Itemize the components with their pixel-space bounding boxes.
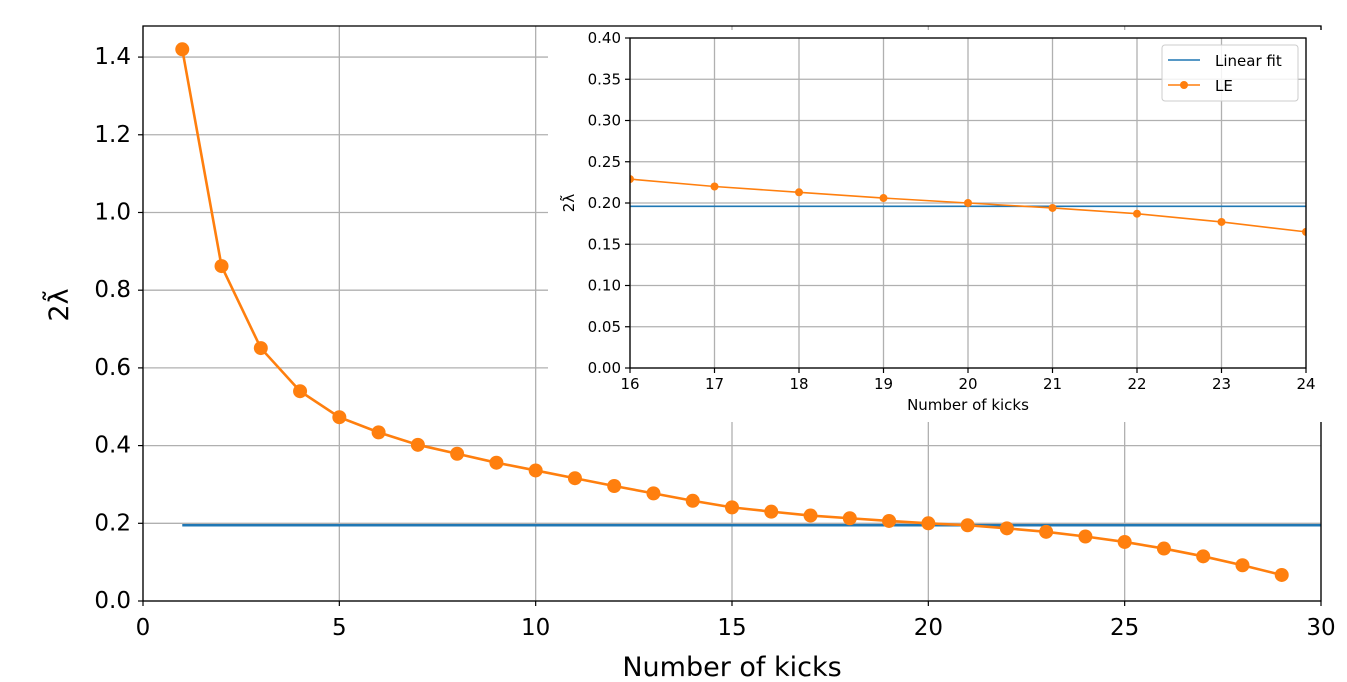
legend-le-marker xyxy=(1180,81,1188,89)
main-le-point xyxy=(685,493,700,508)
main-le-point xyxy=(999,521,1014,536)
main-x-axis-label: Number of kicks xyxy=(622,652,841,682)
main-le-point xyxy=(293,384,308,399)
main-le-point xyxy=(725,500,739,515)
main-le-point xyxy=(253,341,268,356)
main-le-point xyxy=(1235,558,1250,573)
inset-x-tick-label: 20 xyxy=(958,375,977,393)
main-le-point xyxy=(1039,524,1054,539)
main-le-point xyxy=(332,410,347,425)
inset-x-tick-label: 21 xyxy=(1043,375,1062,393)
main-le-point xyxy=(1117,534,1132,549)
inset-chart: 16 17 18 19 20 21 22 23 24 0.000.050.100.150.200… xyxy=(548,29,1328,422)
inset-x-ticks: 16 17 18 19 20 21 22 23 24 xyxy=(620,368,1316,393)
main-le-point xyxy=(489,455,504,470)
inset-le-point xyxy=(795,188,803,197)
inset-x-axis-label: Number of kicks xyxy=(907,396,1029,414)
legend-linear-fit-label: Linear fit xyxy=(1215,52,1282,70)
main-y-tick-label: 0.6 xyxy=(94,355,131,381)
inset-x-tick-label: 24 xyxy=(1296,375,1315,393)
main-le-point xyxy=(764,504,779,519)
legend-box xyxy=(1161,44,1299,102)
main-le-point xyxy=(528,463,543,478)
inset-x-tick-label: 18 xyxy=(789,375,808,393)
inset-y-tick-label: 0.00 xyxy=(588,359,621,377)
inset-x-tick-label: 23 xyxy=(1212,375,1231,393)
inset-legend: Linear fit LE xyxy=(1161,44,1299,102)
inset-le-point xyxy=(1133,209,1141,218)
main-y-tick-label: 0.0 xyxy=(94,588,131,614)
main-le-point xyxy=(450,446,465,461)
main-x-tick-label: 30 xyxy=(1306,615,1335,641)
main-le-point xyxy=(607,479,622,493)
inset-y-tick-label: 0.20 xyxy=(588,194,621,212)
main-le-point xyxy=(371,425,386,440)
inset-y-tick-label: 0.35 xyxy=(588,70,621,88)
main-le-point xyxy=(646,486,661,501)
inset-le-point xyxy=(1302,227,1306,236)
inset-x-tick-label: 19 xyxy=(874,375,893,393)
main-x-ticks: 0 5 10 15 20 25 30 xyxy=(136,601,1336,641)
inset-x-tick-label: 17 xyxy=(705,375,724,393)
inset-y-tick-label: 0.05 xyxy=(588,318,621,336)
inset-x-tick-label: 22 xyxy=(1127,375,1146,393)
main-y-ticks: 0.0 0.2 0.4 0.6 0.8 1.0 1.2 1.4 xyxy=(94,44,143,614)
main-le-point xyxy=(921,516,936,531)
main-x-tick-label: 5 xyxy=(332,615,347,641)
inset-y-ticks: 0.00 0.05 0.10 0.15 0.20 0.25 0.30 0.35 0.40 xyxy=(588,29,630,377)
main-y-tick-label: 1.4 xyxy=(94,44,131,70)
main-y-tick-label: 0.8 xyxy=(94,277,131,303)
inset-le-point xyxy=(1048,203,1057,212)
inset-x-tick-label: 16 xyxy=(620,375,639,393)
main-series-le xyxy=(175,42,1289,582)
main-x-tick-label: 25 xyxy=(1110,615,1139,641)
inset-y-tick-label: 0.40 xyxy=(588,29,621,47)
main-le-point xyxy=(410,437,425,452)
main-y-axis-label: 2λ̃ xyxy=(42,288,75,321)
main-le-point xyxy=(960,518,975,533)
inset-y-axis-label: 2λ̃ xyxy=(559,194,578,213)
inset-le-point xyxy=(964,199,972,207)
main-y-tick-label: 0.2 xyxy=(94,510,131,536)
main-y-tick-label: 0.4 xyxy=(94,433,131,459)
main-y-tick-label: 1.2 xyxy=(94,122,131,148)
main-le-point xyxy=(1156,541,1171,556)
main-le-point xyxy=(882,513,897,528)
inset-le-point xyxy=(630,175,634,184)
inset-le-point xyxy=(879,194,888,203)
main-le-point xyxy=(1274,567,1289,582)
main-le-point xyxy=(175,42,190,57)
main-le-point xyxy=(1196,549,1211,564)
main-le-point xyxy=(1078,529,1093,544)
main-y-tick-label: 1.0 xyxy=(94,199,131,225)
inset-y-tick-label: 0.15 xyxy=(588,235,621,253)
main-series xyxy=(175,42,1321,582)
inset-series xyxy=(630,175,1306,236)
inset-y-tick-label: 0.10 xyxy=(588,277,621,295)
inset-y-tick-label: 0.25 xyxy=(588,153,621,171)
inset-grid xyxy=(629,37,1307,369)
main-x-tick-label: 20 xyxy=(914,615,943,641)
inset-le-point xyxy=(710,182,719,191)
main-x-tick-label: 0 xyxy=(136,615,151,641)
main-le-point xyxy=(842,511,857,526)
main-x-tick-label: 10 xyxy=(521,615,550,641)
inset-series-le xyxy=(630,175,1306,236)
main-le-point xyxy=(567,471,582,486)
main-le-point xyxy=(214,259,229,274)
main-le-point xyxy=(803,508,818,523)
main-x-tick-label: 15 xyxy=(717,615,746,641)
inset-y-tick-label: 0.30 xyxy=(588,112,621,130)
legend-le-label: LE xyxy=(1215,77,1233,95)
inset-le-point xyxy=(1217,217,1226,226)
